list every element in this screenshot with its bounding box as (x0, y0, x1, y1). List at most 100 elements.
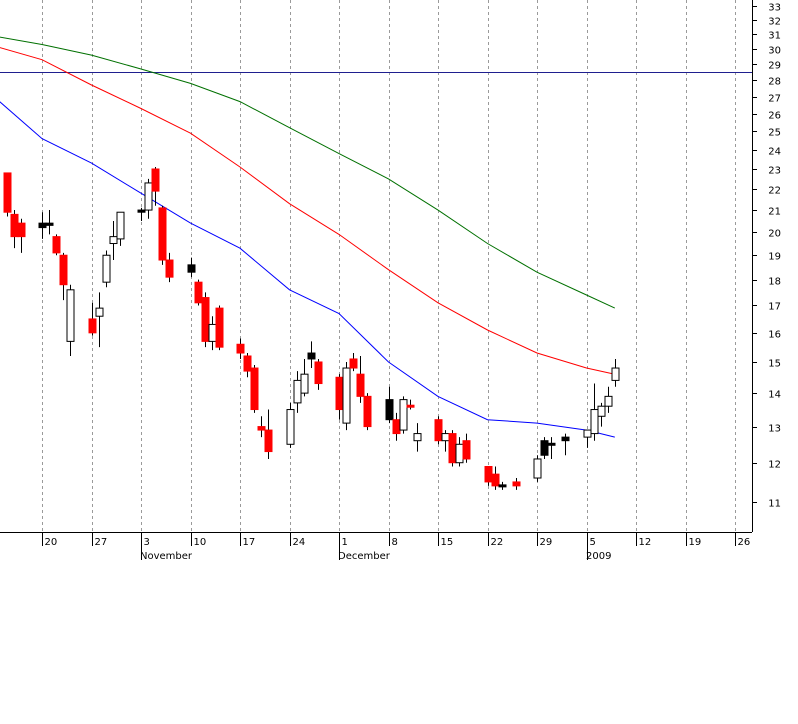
candle-2008-11-18 (243, 353, 252, 378)
y-tick-label-20: 20 (768, 229, 781, 240)
candle-2008-11-07 (165, 252, 174, 283)
x-tick-label-14: 26 (738, 537, 751, 548)
candle-body (194, 281, 203, 304)
candle-body (300, 373, 309, 394)
candle-body (250, 367, 259, 411)
x-tick-label-13: 19 (689, 537, 702, 548)
candle-body (109, 236, 118, 245)
candle-2008-12-01 (335, 374, 344, 420)
x-period-label-1: December (338, 551, 391, 562)
candle-2008-12-17 (448, 430, 457, 467)
candle-2008-11-20 (257, 416, 266, 438)
x-tick-label-1: 27 (95, 537, 108, 548)
candles (3, 167, 620, 490)
candle-body (165, 259, 174, 278)
candle-body (604, 395, 613, 407)
candle-2008-11-28 (314, 358, 323, 390)
x-tick-label-12: 12 (639, 537, 652, 548)
candle-2008-12-30 (540, 437, 549, 459)
candle-2008-10-23 (59, 252, 68, 301)
candle-2008-10-16 (10, 210, 19, 249)
y-tick-label-17: 17 (768, 302, 781, 313)
candle-body (512, 481, 521, 487)
candle-body (547, 442, 556, 446)
x-tick-label-7: 8 (392, 537, 398, 548)
candle-2008-12-02 (342, 361, 351, 431)
candle-2008-11-14 (215, 305, 224, 351)
x-tick-label-5: 24 (293, 537, 306, 548)
moving-average-lines (0, 36, 616, 438)
candle-body (66, 289, 75, 342)
candle-body (314, 361, 323, 385)
y-tick-label-11: 11 (768, 499, 781, 510)
y-tick-label-33: 33 (768, 3, 781, 14)
candle-body (611, 367, 620, 381)
candle-2008-10-29 (102, 250, 111, 288)
candle-2008-11-05 (151, 167, 160, 206)
moving-average-line-3 (0, 36, 616, 309)
y-tick-label-18: 18 (768, 277, 781, 288)
y-tick-label-23: 23 (768, 166, 781, 177)
axes: 1112131415161718192021222324252627282930… (0, 0, 781, 562)
candle-2008-12-19 (462, 433, 471, 463)
candle-2008-12-10 (399, 396, 408, 434)
candle-2008-12-23 (491, 466, 500, 490)
candle-body (201, 297, 210, 342)
candle-body (88, 318, 97, 334)
candle-body (38, 222, 47, 229)
candle-2008-11-26 (300, 358, 309, 397)
y-tick-label-31: 31 (768, 31, 781, 42)
candle-2008-12-12 (413, 423, 422, 452)
x-period-label-2: 2009 (586, 551, 611, 562)
y-tick-label-27: 27 (768, 94, 781, 105)
candle-2008-11-21 (264, 409, 273, 459)
candle-body (208, 323, 217, 342)
candle-2009-01-09 (611, 358, 620, 387)
y-tick-label-15: 15 (768, 359, 781, 370)
candle-body (392, 419, 401, 435)
candle-2008-12-11 (406, 399, 415, 410)
y-tick-label-14: 14 (768, 390, 781, 401)
moving-average-line-1 (0, 101, 615, 438)
candle-body (10, 213, 19, 238)
y-tick-label-25: 25 (768, 128, 781, 139)
y-tick-label-13: 13 (768, 424, 781, 435)
candle-2008-10-15 (3, 172, 12, 217)
candle-2008-12-08 (385, 386, 394, 424)
candle-body (342, 367, 351, 424)
candle-body (406, 404, 415, 408)
candle-2008-10-17 (17, 218, 26, 253)
candle-2008-12-26 (512, 478, 521, 490)
candle-body (441, 433, 450, 442)
candle-2008-11-03 (137, 207, 146, 221)
candle-body (363, 395, 372, 428)
candle-body (158, 207, 167, 261)
x-tick-label-3: 10 (194, 537, 207, 548)
candle-body (45, 222, 54, 226)
candle-body (413, 433, 422, 442)
y-tick-label-21: 21 (768, 207, 781, 218)
y-tick-label-30: 30 (768, 46, 781, 57)
y-tick-label-26: 26 (768, 111, 781, 122)
candle-body (257, 426, 266, 431)
y-tick-label-12: 12 (768, 460, 781, 471)
x-tick-label-0: 20 (45, 537, 58, 548)
candle-body (583, 429, 592, 438)
candle-2008-10-24 (66, 284, 75, 356)
x-tick-label-9: 22 (491, 537, 504, 548)
candle-2008-11-17 (236, 338, 245, 359)
vertical-gridlines (42, 0, 736, 532)
y-tick-label-32: 32 (768, 17, 781, 28)
candle-2008-10-30 (109, 220, 118, 261)
candle-2008-10-27 (88, 302, 97, 336)
candle-2008-12-24 (498, 481, 507, 490)
candle-2008-11-27 (307, 341, 316, 369)
candle-2008-12-04 (356, 355, 365, 403)
candle-body (243, 355, 252, 372)
x-tick-label-6: 1 (342, 537, 348, 548)
candle-2009-01-02 (561, 433, 570, 456)
candle-2008-12-03 (349, 353, 358, 372)
candle-body (307, 352, 316, 360)
candle-2008-10-31 (116, 211, 125, 246)
